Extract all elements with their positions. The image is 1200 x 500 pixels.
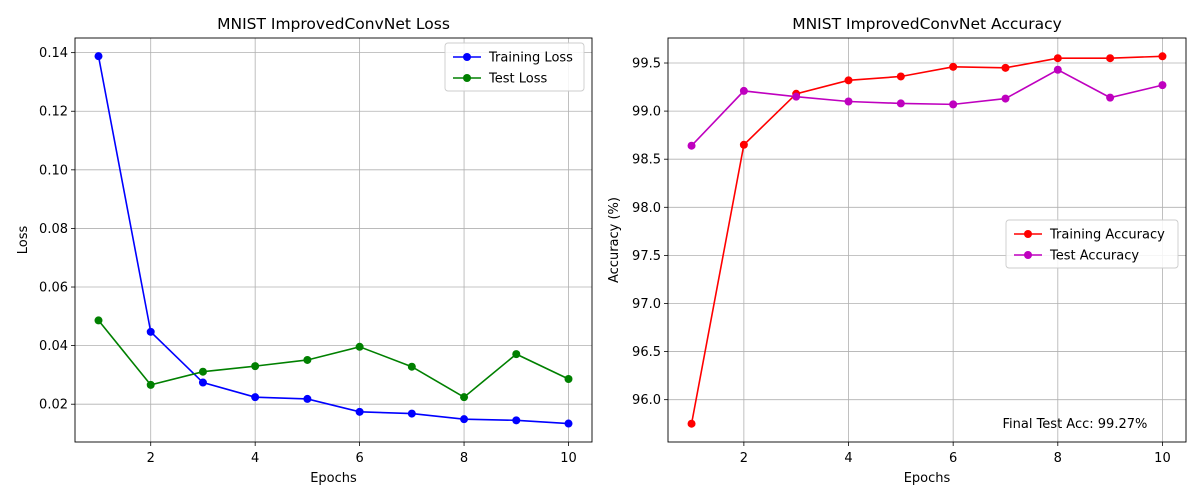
data-point — [1053, 65, 1062, 74]
axes-frame — [74, 37, 593, 443]
data-point — [1001, 63, 1010, 72]
data-point — [949, 62, 958, 71]
series-line-1 — [97, 319, 569, 399]
data-point — [355, 407, 364, 416]
data-point — [407, 362, 416, 371]
y-tick-label: 0.10 — [39, 163, 68, 178]
y-tick-label: 96.5 — [632, 345, 661, 360]
data-point — [896, 99, 905, 108]
data-point — [1158, 81, 1167, 90]
y-tick-label: 97.5 — [632, 249, 661, 264]
legend-swatch-marker — [1024, 251, 1032, 259]
data-point — [460, 415, 469, 424]
data-point — [251, 362, 260, 371]
legend-label: Training Accuracy — [1049, 228, 1165, 243]
legend-swatch-marker — [463, 74, 471, 82]
data-point — [355, 342, 364, 351]
chart-panel-0: 2 4 6 8 10 0.02 0.04 0.06 0.08 0.10 0.12 0.14 MNIST … — [16, 15, 593, 486]
data-point — [564, 419, 573, 428]
series-line-0 — [97, 56, 569, 425]
x-tick-label: 10 — [560, 451, 577, 466]
data-point — [1106, 54, 1115, 63]
data-point — [896, 72, 905, 81]
y-tick-label: 0.12 — [39, 105, 68, 120]
series-line-1 — [690, 68, 1163, 147]
data-point — [460, 393, 469, 402]
legend-swatch-marker — [463, 53, 471, 61]
y-tick-label: 97.0 — [632, 297, 661, 312]
x-tick-label: 4 — [251, 451, 259, 466]
y-tick-label: 96.0 — [632, 393, 661, 408]
data-point — [564, 375, 573, 384]
data-point — [198, 378, 207, 387]
y-tick-label: 98.0 — [632, 201, 661, 216]
data-point — [251, 393, 260, 402]
data-point — [94, 52, 103, 61]
data-point — [1001, 94, 1010, 103]
legend-label: Test Loss — [488, 72, 547, 87]
x-tick-label: 2 — [740, 451, 748, 466]
legend-swatch-marker — [1024, 230, 1032, 238]
legend-label: Test Accuracy — [1049, 249, 1139, 264]
data-point — [1106, 93, 1115, 102]
chart-panel-1: 2 4 6 8 10 96.0 96.5 97.0 97.5 98.0 98.5 99.0 99.5 MN… — [607, 15, 1187, 486]
y-tick-label: 0.02 — [39, 398, 68, 413]
data-point — [792, 92, 801, 101]
legend-box — [1005, 219, 1179, 269]
data-point — [1053, 54, 1062, 63]
series-line-0 — [690, 55, 1163, 424]
y-tick-label: 0.06 — [39, 281, 68, 296]
x-tick-label: 2 — [147, 451, 155, 466]
data-point — [303, 394, 312, 403]
chart-title: MNIST ImprovedConvNet Accuracy — [792, 15, 1062, 33]
data-point — [512, 350, 521, 359]
y-tick-label: 0.08 — [39, 222, 68, 237]
legend-box — [444, 42, 585, 92]
data-point — [687, 419, 696, 428]
y-tick-label: 0.14 — [39, 46, 68, 61]
data-point — [1158, 52, 1167, 61]
y-tick-label: 99.5 — [632, 57, 661, 72]
x-tick-label: 6 — [949, 451, 957, 466]
axes-frame — [667, 37, 1187, 443]
legend-label: Training Loss — [488, 51, 573, 66]
x-tick-label: 8 — [1054, 451, 1062, 466]
y-axis-label: Loss — [16, 226, 31, 255]
x-tick-label: 10 — [1154, 451, 1171, 466]
data-point — [198, 367, 207, 376]
data-point — [146, 380, 155, 389]
y-tick-label: 99.0 — [632, 105, 661, 120]
data-point — [739, 140, 748, 149]
y-axis-label: Accuracy (%) — [607, 197, 622, 283]
x-tick-label: 8 — [460, 451, 468, 466]
y-tick-label: 98.5 — [632, 153, 661, 168]
data-point — [512, 416, 521, 425]
data-point — [844, 97, 853, 106]
x-axis-label: Epochs — [310, 471, 357, 486]
legend: Training Accuracy Test Accuracy — [1005, 219, 1179, 269]
data-point — [146, 327, 155, 336]
x-tick-label: 6 — [355, 451, 363, 466]
data-point — [94, 316, 103, 325]
x-tick-label: 4 — [844, 451, 852, 466]
chart-title: MNIST ImprovedConvNet Loss — [217, 15, 450, 33]
data-point — [303, 355, 312, 364]
x-axis-label: Epochs — [904, 471, 951, 486]
y-tick-label: 0.04 — [39, 339, 68, 354]
data-point — [687, 141, 696, 150]
legend: Training Loss Test Loss — [444, 42, 585, 92]
data-point — [949, 100, 958, 109]
final-accuracy-annotation: Final Test Acc: 99.27% — [1002, 417, 1147, 432]
data-point — [844, 76, 853, 85]
data-point — [407, 409, 416, 418]
data-point — [739, 86, 748, 95]
